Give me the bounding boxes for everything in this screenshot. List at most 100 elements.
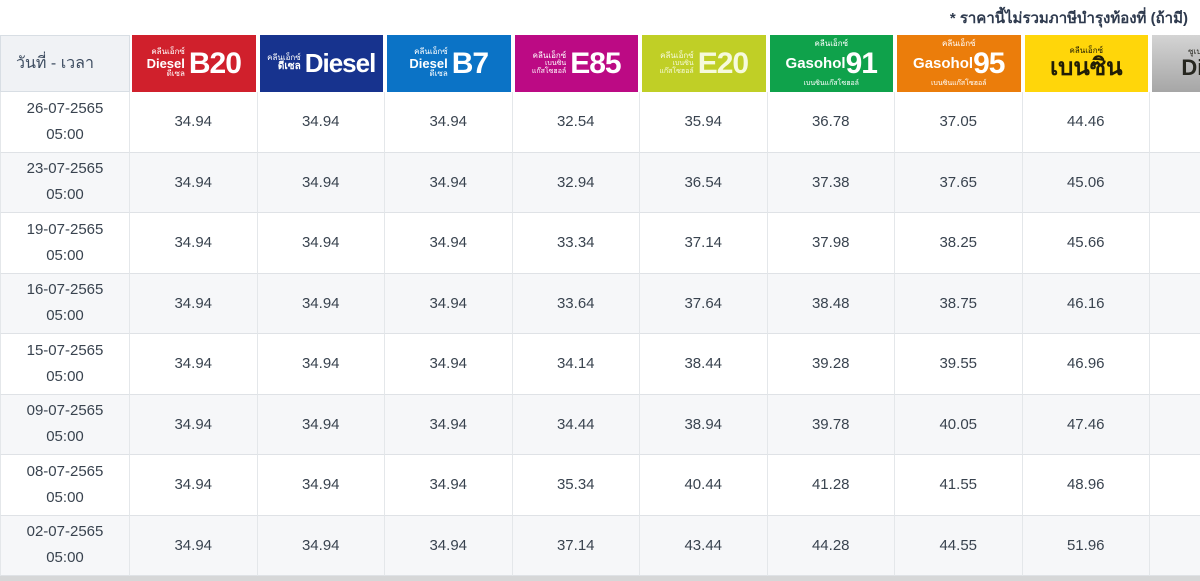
price-cell: 34.94 (130, 334, 258, 395)
price-cell (1150, 515, 1200, 576)
table-row: 08-07-2565 05:00 34.94 34.94 34.94 35.34 40.44… (0, 455, 1200, 516)
price-cell: 34.94 (385, 92, 513, 153)
column-header-diesel-b20: คลีนเอ็กซ์ Diesel ดีเซล B20 (132, 35, 256, 92)
e85-logo-text: คลีนเอ็กซ์ เบนซิน แก๊สโซฮอล์ (531, 50, 567, 75)
diesel-b7-logo-text: คลีนเอ็กซ์ Diesel ดีเซล (409, 47, 448, 79)
e20-logo-big: E20 (697, 46, 749, 80)
price-cell: 36.78 (767, 92, 895, 153)
date-value: 19-07-2565 (26, 220, 104, 238)
e20-logo-text: คลีนเอ็กซ์ เบนซิน แก๊สโซฮอล์ (659, 50, 694, 75)
price-cell: 46.16 (1022, 273, 1150, 334)
price-cell: 37.64 (640, 273, 768, 334)
price-cell: 41.28 (767, 455, 895, 516)
price-cell: 45.06 (1022, 152, 1150, 213)
super-diesel-logo-text: ซูเปอร์เพาเวอร์ Diesel (1181, 47, 1200, 81)
price-cell: 34.94 (130, 455, 258, 516)
date-value: 26-07-2565 (26, 99, 104, 117)
price-cell: 40.05 (895, 394, 1023, 455)
column-header-diesel-b7: คลีนเอ็กซ์ Diesel ดีเซล B7 (387, 35, 511, 92)
table-row: 15-07-2565 05:00 34.94 34.94 34.94 34.14 38.44… (0, 334, 1200, 395)
price-cell: 37.14 (512, 515, 640, 576)
price-cell: 39.55 (895, 334, 1023, 395)
price-cell: 41.55 (895, 455, 1023, 516)
price-cell: 37.65 (895, 152, 1023, 213)
price-cell: 45.66 (1022, 213, 1150, 274)
price-cell: 32.54 (512, 92, 640, 153)
price-cell: 32.94 (512, 152, 640, 213)
time-value: 05:00 (46, 549, 84, 567)
gasohol-95-logo-big: 95 (973, 47, 1005, 81)
benzine-logo-text: คลีนเอ็กซ์ เบนซิน (1049, 45, 1123, 82)
price-cell: 37.05 (895, 92, 1023, 153)
date-value: 23-07-2565 (26, 160, 104, 177)
diesel-b20-logo-big: B20 (188, 46, 242, 80)
price-cell: 44.55 (895, 515, 1023, 576)
price-cell: 34.44 (512, 394, 640, 455)
price-cell: 40.44 (640, 455, 768, 516)
price-cell: 38.25 (895, 213, 1023, 274)
price-cell: 44.46 (1022, 92, 1150, 153)
price-cell: 34.94 (130, 152, 258, 213)
price-cell: 34.94 (130, 213, 258, 274)
tax-disclaimer-note: * ราคานี้ไม่รวมภาษีบำรุงท้องที่ (ถ้ามี) (949, 10, 1188, 27)
price-cell: 44.28 (767, 515, 895, 576)
date-time-cell: 19-07-2565 05:00 (0, 213, 130, 274)
price-cell: 48.96 (1022, 455, 1150, 516)
price-cell: 35.94 (640, 92, 768, 153)
diesel-b7-logo-big: B7 (451, 46, 489, 80)
super-diesel-logo-big: Diesel (1181, 55, 1200, 81)
price-cell: 34.94 (385, 152, 513, 213)
column-header-diesel: คลีนเอ็กซ์ ดีเซล Diesel (259, 35, 383, 92)
date-time-cell: 08-07-2565 05:00 (0, 455, 130, 516)
column-header-gasohol-e20: คลีนเอ็กซ์ เบนซิน แก๊สโซฮอล์ E20 (642, 35, 766, 92)
date-time-cell: 26-07-2565 05:00 (0, 92, 130, 153)
price-cell: 34.94 (257, 273, 385, 334)
price-cell: 34.94 (257, 334, 385, 395)
table-row: 26-07-2565 05:00 34.94 34.94 34.94 32.54 35.94… (0, 92, 1200, 153)
date-value: 16-07-2565 (26, 281, 104, 298)
price-cell: 34.94 (385, 394, 513, 455)
column-header-gasohol-91: คลีนเอ็กซ์ Gasohol 91 เบนซินแก๊สโซฮอล์ (769, 35, 893, 92)
bottom-divider (0, 576, 1200, 581)
price-cell: 34.94 (385, 455, 513, 516)
gasohol-91-logo-text: คลีนเอ็กซ์ Gasohol 91 เบนซินแก๊สโซฮอล์ (785, 38, 878, 87)
time-value: 05:00 (46, 307, 84, 325)
date-time-cell: 09-07-2565 05:00 (0, 394, 130, 455)
price-cell: 37.98 (767, 213, 895, 274)
price-cell (1150, 455, 1200, 516)
date-value: 02-07-2565 (26, 523, 104, 540)
date-value: 09-07-2565 (26, 402, 104, 419)
price-cell: 35.34 (512, 455, 640, 516)
table-body: 26-07-2565 05:00 34.94 34.94 34.94 32.54 35.94… (0, 92, 1200, 576)
table-row: 23-07-2565 05:00 34.94 34.94 34.94 32.94 36.54… (0, 152, 1200, 213)
date-time-cell: 02-07-2565 05:00 (0, 515, 130, 576)
price-cell: 34.94 (257, 213, 385, 274)
price-cell: 34.94 (257, 152, 385, 213)
time-value: 05:00 (46, 125, 84, 143)
time-value: 05:00 (46, 367, 84, 385)
column-header-super-diesel: ซูเปอร์เพาเวอร์ Diesel (1152, 35, 1200, 92)
price-cell: 34.94 (385, 334, 513, 395)
price-cell: 36.54 (640, 152, 768, 213)
price-cell: 47.46 (1022, 394, 1150, 455)
price-cell: 34.94 (257, 515, 385, 576)
diesel-logo-big: Diesel (304, 48, 377, 78)
date-value: 08-07-2565 (26, 462, 104, 480)
price-cell: 37.38 (767, 152, 895, 213)
price-cell (1150, 152, 1200, 213)
price-cell (1150, 334, 1200, 395)
price-cell: 34.94 (385, 273, 513, 334)
price-cell: 34.94 (385, 515, 513, 576)
price-cell: 34.94 (257, 92, 385, 153)
table-row: 02-07-2565 05:00 34.94 34.94 34.94 37.14 43.44… (0, 515, 1200, 576)
column-header-gasohol-95: คลีนเอ็กซ์ Gasohol 95 เบนซินแก๊สโซฮอล์ (897, 35, 1021, 92)
price-cell (1150, 92, 1200, 153)
price-cell: 43.44 (640, 515, 768, 576)
price-cell: 38.75 (895, 273, 1023, 334)
e85-logo-big: E85 (570, 46, 621, 80)
date-value: 15-07-2565 (26, 341, 104, 359)
price-cell: 38.48 (767, 273, 895, 334)
fuel-price-table: วันที่ - เวลา คลีนเอ็กซ์ Diesel ดีเซล B2… (0, 35, 1200, 576)
diesel-b20-logo-text: คลีนเอ็กซ์ Diesel ดีเซล (146, 47, 185, 79)
date-time-header-label: วันที่ - เวลา (16, 55, 94, 72)
